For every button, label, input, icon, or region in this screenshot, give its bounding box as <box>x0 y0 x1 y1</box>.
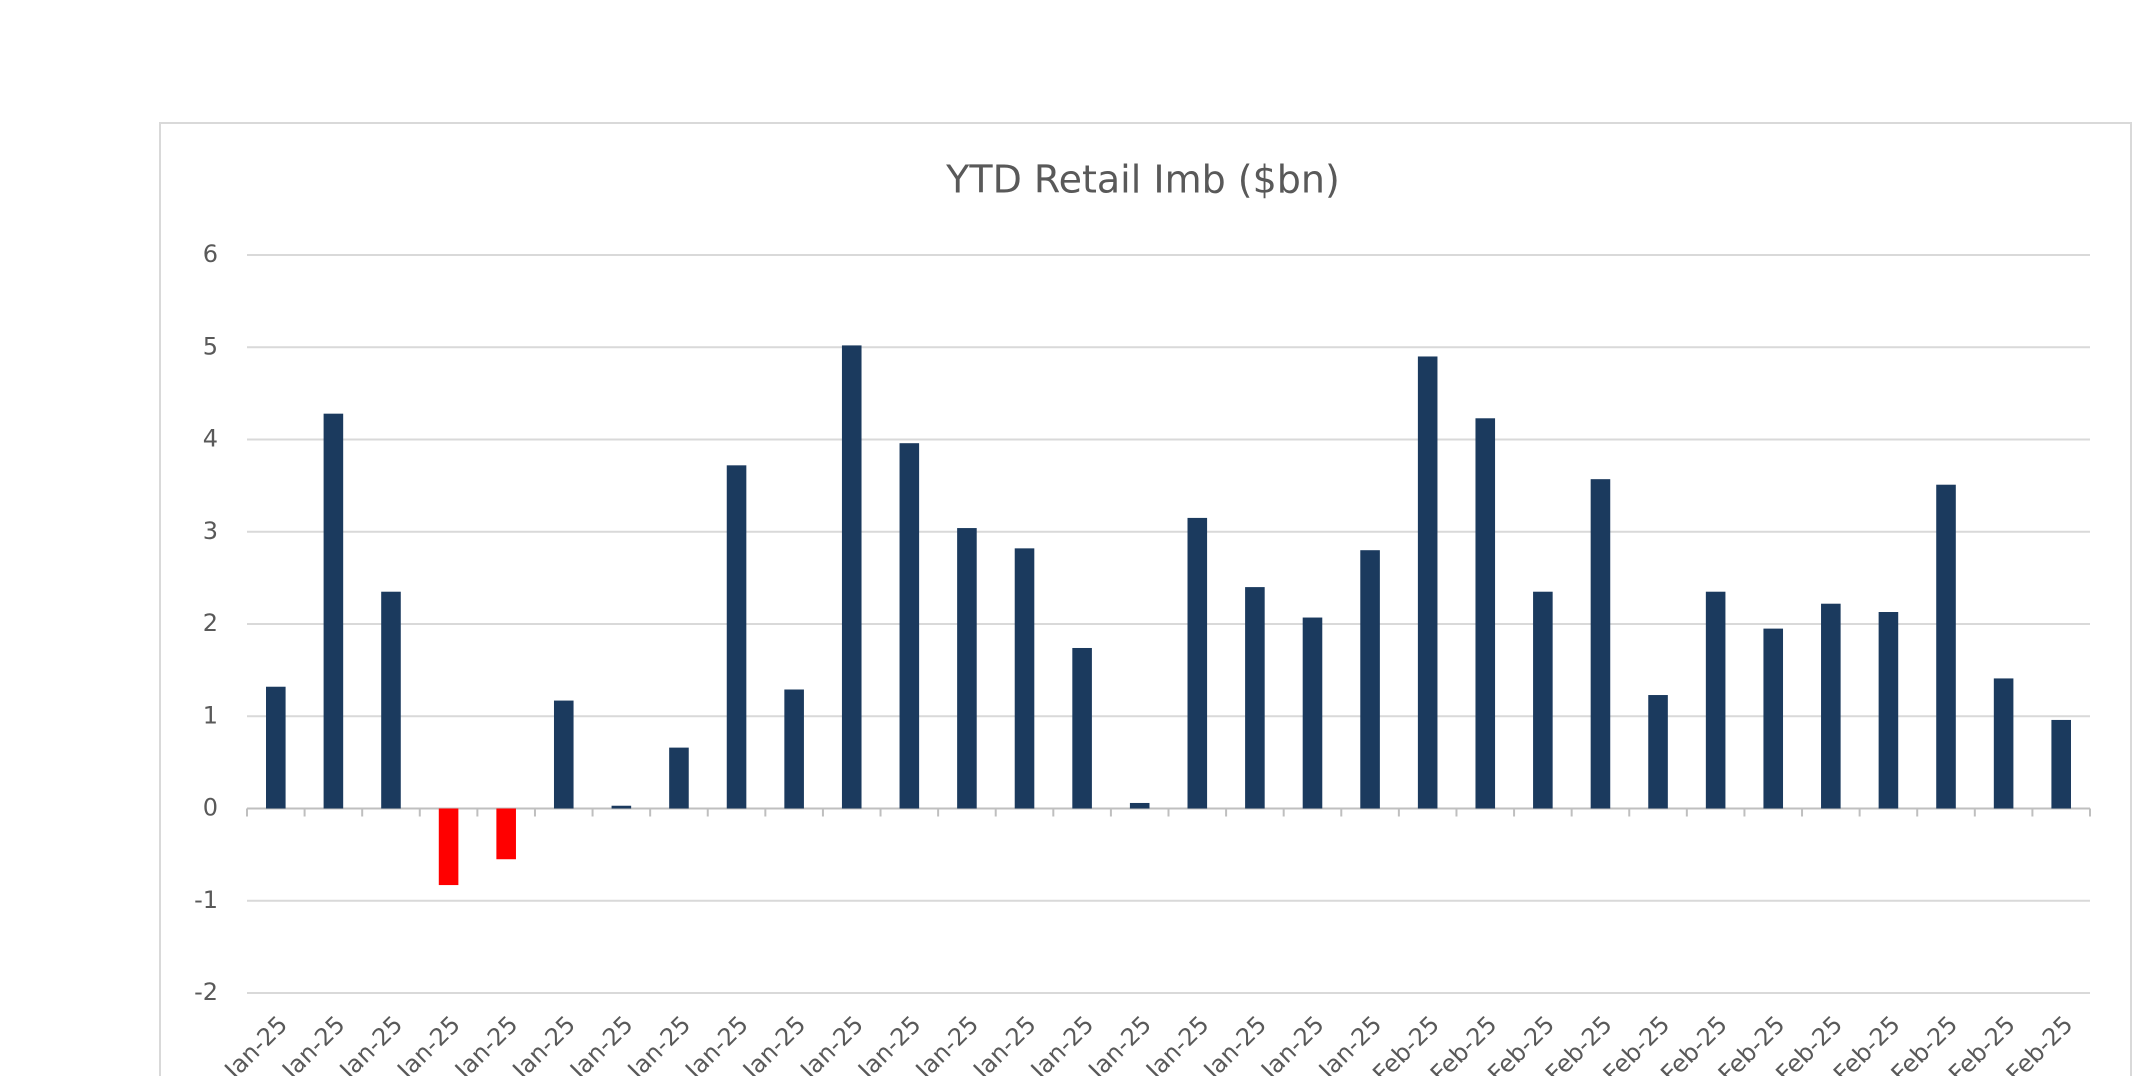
bar <box>1705 591 1726 809</box>
bar <box>496 808 516 860</box>
bar <box>1533 591 1553 809</box>
bar <box>438 808 459 886</box>
bar <box>1129 802 1150 809</box>
bar <box>1072 647 1092 809</box>
bar <box>1590 479 1611 809</box>
bar <box>323 413 344 809</box>
y-tick-label: 1 <box>203 701 218 729</box>
bar <box>1302 617 1323 809</box>
bar <box>784 689 804 809</box>
y-tick-label: 0 <box>203 794 218 822</box>
bar <box>1245 587 1265 809</box>
y-tick-label: 5 <box>203 332 218 360</box>
bar <box>669 747 689 809</box>
bar <box>1763 628 1784 809</box>
bar <box>1014 548 1035 809</box>
bar <box>1878 612 1899 809</box>
bar <box>899 443 920 809</box>
bar <box>381 591 401 809</box>
bar <box>553 700 574 809</box>
bar <box>1187 517 1208 809</box>
bar <box>2051 719 2071 809</box>
bar <box>957 528 977 809</box>
bar <box>1417 356 1438 809</box>
bar <box>1993 678 2014 809</box>
y-tick-label: 4 <box>203 425 218 453</box>
bar <box>1475 418 1496 809</box>
bar <box>266 686 286 809</box>
bar <box>1821 603 1841 809</box>
y-tick-label: 6 <box>203 240 218 268</box>
bar <box>1648 695 1668 809</box>
bar <box>1360 550 1380 809</box>
y-tick-label: -2 <box>194 978 218 1006</box>
y-tick-label: -1 <box>194 886 218 914</box>
chart-title: YTD Retail Imb ($bn) <box>945 158 1340 202</box>
bar <box>841 345 862 809</box>
bar <box>726 465 747 809</box>
bar <box>1936 484 1956 809</box>
y-tick-label: 2 <box>203 609 218 637</box>
chart-area <box>159 122 2132 1076</box>
bar <box>611 805 632 809</box>
y-tick-label: 3 <box>203 517 218 545</box>
